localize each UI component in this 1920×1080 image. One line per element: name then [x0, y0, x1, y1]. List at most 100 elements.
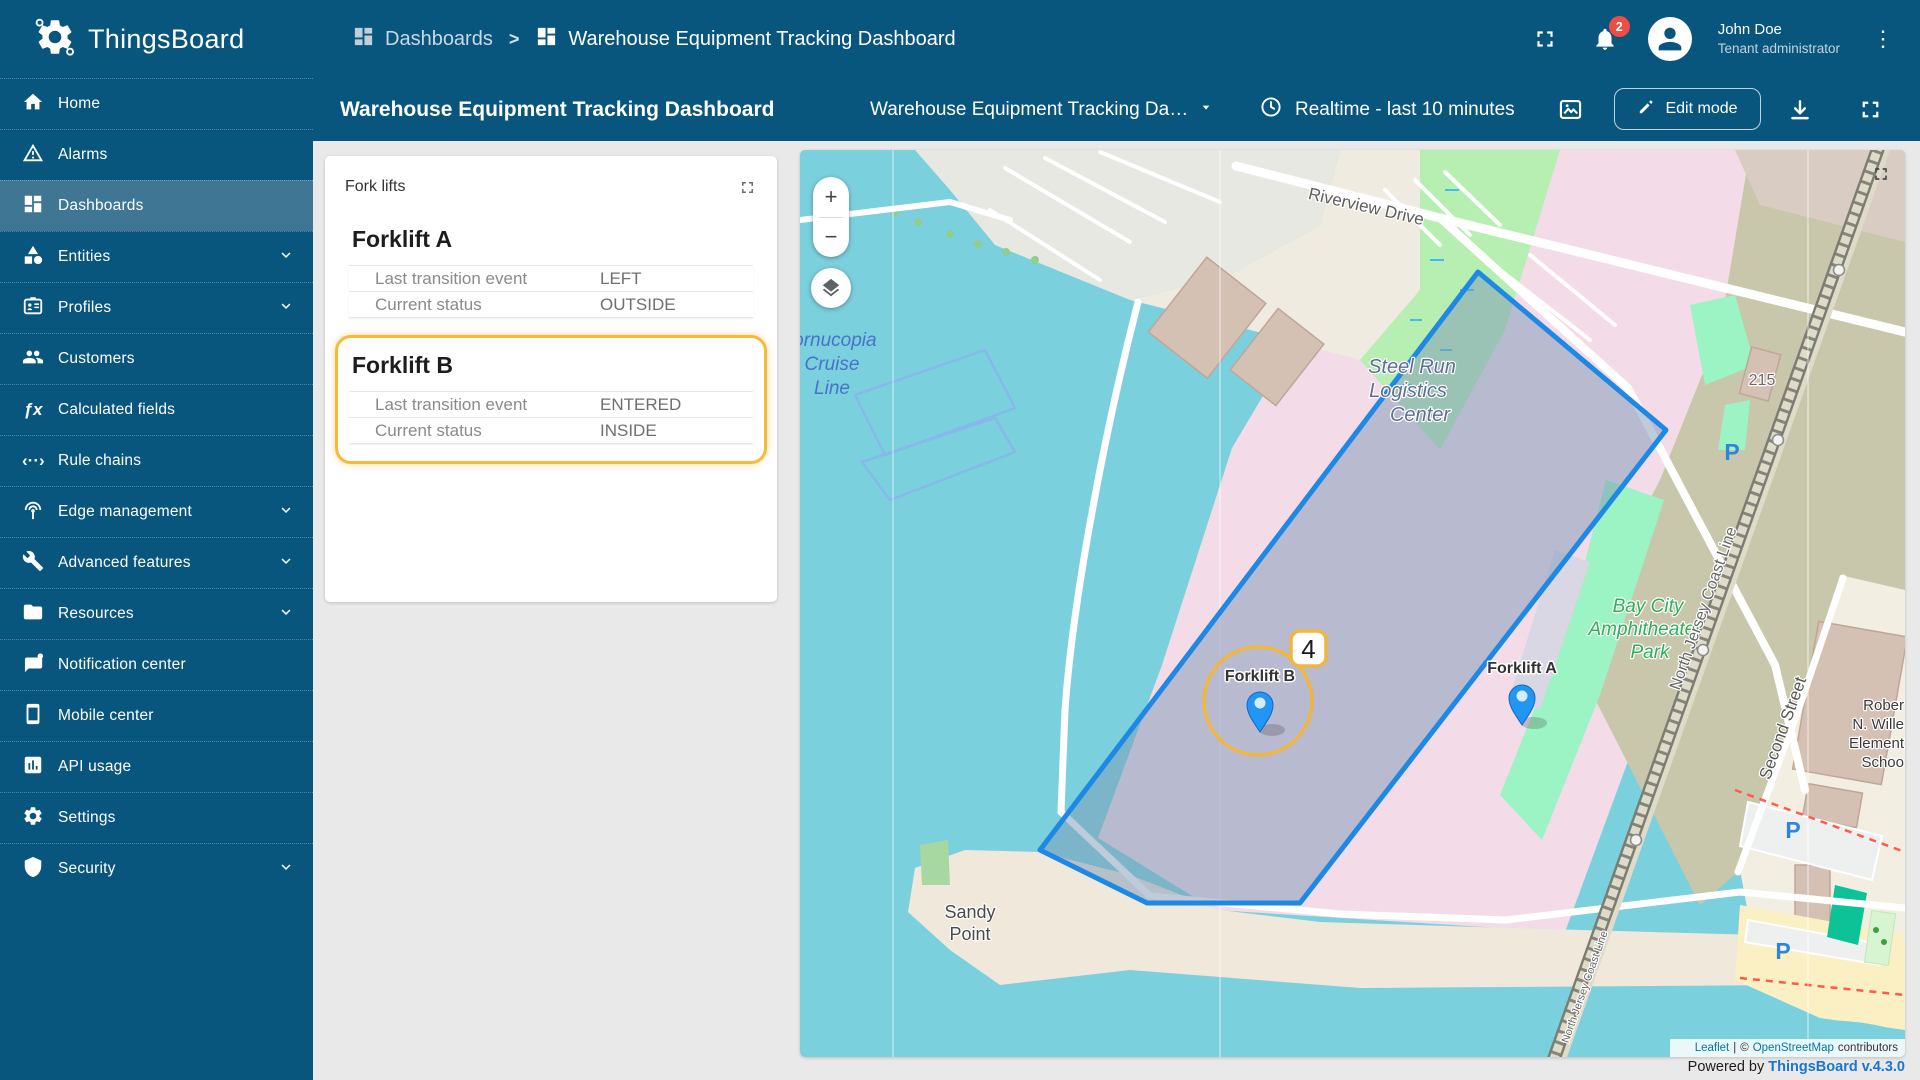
svg-text:Logistics: Logistics: [1369, 380, 1447, 402]
svg-text:Cornucopia: Cornucopia: [800, 330, 877, 351]
map-widget: Riverview Drive Steel Run Logistics Cent…: [800, 150, 1905, 1057]
more-menu-button[interactable]: ⋮: [1872, 26, 1894, 51]
transition-event-value: LEFT: [600, 268, 642, 288]
shield-icon: [22, 856, 44, 883]
avatar[interactable]: [1647, 17, 1692, 61]
sidebar-item-mobile-center[interactable]: Mobile center: [0, 690, 313, 741]
fx-icon: ƒx: [23, 400, 43, 419]
map-label-bay-city: Bay City Amphitheater Park: [1586, 595, 1703, 664]
svg-text:Steel Run: Steel Run: [1368, 356, 1456, 378]
sidebar-item-security[interactable]: Security: [0, 843, 313, 894]
zoom-in-button[interactable]: +: [813, 177, 849, 217]
folder-icon: [22, 601, 44, 628]
sidebar-item-rule-chains[interactable]: ‹··› Rule chains: [0, 435, 313, 486]
geofence-polygon[interactable]: [1037, 269, 1669, 906]
download-icon[interactable]: [1783, 78, 1817, 141]
rule-chain-icon: ‹··›: [22, 451, 45, 470]
chevron-down-icon: [277, 552, 295, 575]
forklift-a-name: Forklift A: [352, 226, 453, 252]
osm-link[interactable]: OpenStreetMap: [1752, 1042, 1834, 1054]
widget-header: Fork lifts: [325, 156, 777, 214]
dashboard-fullscreen-button[interactable]: [1853, 78, 1888, 141]
timewindow-button[interactable]: Realtime - last 10 minutes: [1259, 78, 1515, 141]
svg-text:Line: Line: [814, 378, 850, 399]
entities-icon: [22, 244, 44, 271]
sidebar-item-notification-center[interactable]: Notification center: [0, 639, 313, 690]
notifications-button[interactable]: 2: [1588, 16, 1630, 56]
sidebar-item-entities[interactable]: Entities: [0, 231, 313, 282]
boundary-lines: [1734, 788, 1905, 997]
breadcrumb: Dashboards > Warehouse Equipment Trackin…: [313, 0, 1920, 78]
sidebar-item-api-usage[interactable]: API usage: [0, 741, 313, 792]
marker-forklift-b[interactable]: Forklift B 4: [1202, 629, 1328, 757]
widget-title: Fork lifts: [345, 178, 406, 195]
railway: [1547, 150, 1890, 1057]
svg-text:P: P: [1775, 938, 1790, 964]
dashboards-icon: [535, 25, 558, 53]
marker-forklift-a[interactable]: Forklift A: [1486, 659, 1559, 729]
chevron-down-icon: [277, 858, 295, 881]
breadcrumb-separator: >: [508, 28, 520, 49]
user-role: Tenant administrator: [1717, 41, 1840, 57]
map-canvas[interactable]: Riverview Drive Steel Run Logistics Cent…: [800, 150, 1905, 1057]
svg-text:P: P: [1785, 817, 1800, 843]
dashboards-icon: [352, 25, 375, 53]
svg-text:Schoo: Schoo: [1861, 754, 1904, 771]
sidebar-item-dashboards[interactable]: Dashboards: [0, 180, 313, 231]
svg-text:Element: Element: [1849, 735, 1905, 752]
edit-mode-button[interactable]: Edit mode: [1614, 88, 1761, 130]
widget-expand-icon[interactable]: [736, 176, 759, 202]
notification-badge: 2: [1608, 16, 1630, 37]
sidebar-item-resources[interactable]: Resources: [0, 588, 313, 639]
dashboard-image-button[interactable]: [1553, 78, 1588, 141]
sidebar-item-edge-management[interactable]: Edge management: [0, 486, 313, 537]
user-info: John Doe Tenant administrator: [1718, 20, 1840, 58]
sidebar-item-settings[interactable]: Settings: [0, 792, 313, 843]
thingsboard-version-link[interactable]: ThingsBoard v.4.3.0: [1768, 1059, 1905, 1075]
people-icon: [22, 346, 44, 373]
cluster-count-badge[interactable]: 4: [1289, 629, 1328, 668]
map-label-school: Rober N. Wille Element Schoo: [1848, 696, 1905, 772]
svg-text:Amphitheater: Amphitheater: [1587, 619, 1702, 640]
dashboard-title: Warehouse Equipment Tracking Dashboard: [340, 97, 775, 121]
svg-text:4: 4: [1301, 634, 1315, 664]
map-zoom-control: + −: [813, 177, 849, 257]
zoom-out-button[interactable]: −: [813, 218, 849, 258]
forklift-a-section: Forklift A Last transition event LEFT Cu…: [349, 226, 753, 318]
svg-text:Bay City: Bay City: [1613, 596, 1685, 617]
table-row: Last transition event LEFT: [375, 268, 642, 288]
tools-icon: [22, 550, 44, 577]
forklift-b-name: Forklift B: [352, 352, 453, 378]
user-name: John Doe: [1717, 20, 1782, 38]
sidebar-item-customers[interactable]: Customers: [0, 333, 313, 384]
sidebar-item-home[interactable]: Home: [0, 78, 313, 129]
sidebar-item-alarms[interactable]: Alarms: [0, 129, 313, 180]
map-label-steel-run: Steel Run Logistics Center: [1367, 355, 1457, 427]
breadcrumb-current[interactable]: Warehouse Equipment Tracking Dashboard: [535, 25, 956, 53]
breadcrumb-dashboards[interactable]: Dashboards: [352, 25, 493, 53]
warning-icon: [22, 142, 44, 169]
dashboard-select[interactable]: Warehouse Equipment Tracking Da…: [870, 78, 1214, 141]
svg-text:P: P: [1724, 439, 1739, 465]
map-layers-button[interactable]: [811, 268, 851, 308]
sidebar-item-profiles[interactable]: Profiles: [0, 282, 313, 333]
dashboard-content: Fork lifts Forklift A Last transition ev…: [313, 141, 1920, 1080]
message-icon: [22, 652, 44, 679]
svg-text:Center: Center: [1390, 404, 1451, 426]
leaflet-link[interactable]: Leaflet: [1694, 1042, 1730, 1054]
forklift-b-highlight-box: Forklift B Last transition event ENTERED…: [335, 335, 767, 464]
chevron-down-icon: [277, 603, 295, 626]
antenna-icon: [22, 499, 44, 526]
forklift-a-table: Last transition event LEFT Current statu…: [349, 265, 753, 318]
map-expand-icon[interactable]: [1869, 162, 1893, 189]
map-label-sandy-point: Sandy Point: [943, 901, 996, 945]
sidebar-item-calculated-fields[interactable]: ƒx Calculated fields: [0, 384, 313, 435]
clock-icon: [1259, 95, 1283, 124]
home-icon: [22, 91, 44, 118]
app-logo[interactable]: ThingsBoard: [0, 0, 313, 78]
sidebar-nav: Home Alarms Dashboards Entities Profiles…: [0, 78, 313, 894]
forklift-b-table: Last transition event ENTERED Current st…: [349, 391, 753, 444]
svg-text:N. Wille: N. Wille: [1852, 716, 1904, 733]
fullscreen-button[interactable]: [1528, 22, 1562, 56]
sidebar-item-advanced-features[interactable]: Advanced features: [0, 537, 313, 588]
